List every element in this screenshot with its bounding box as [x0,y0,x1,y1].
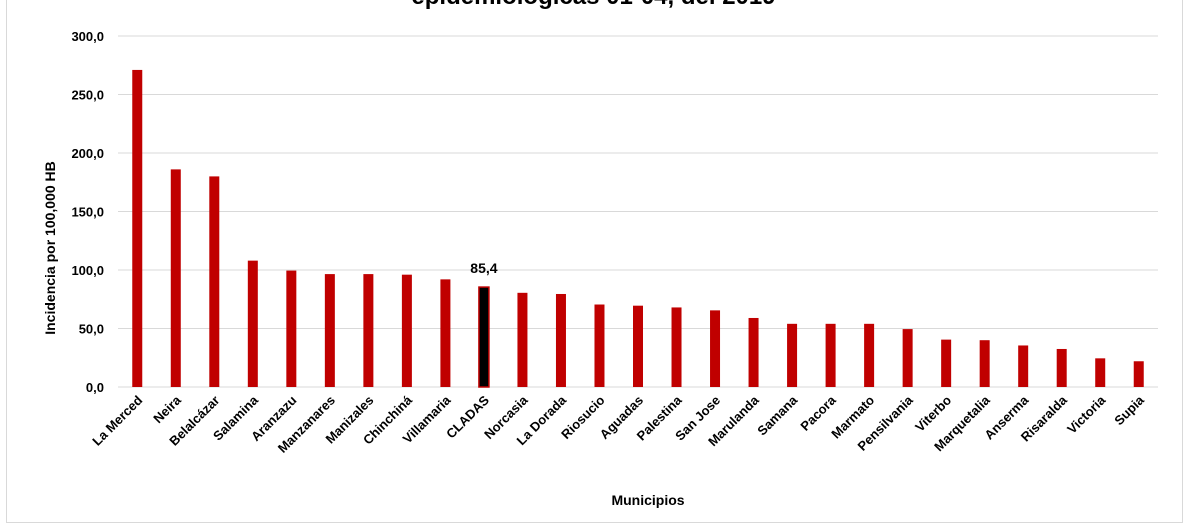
bar-victoria [1095,358,1106,387]
bar-riosucio [594,304,605,387]
bar-belalcázar [209,176,220,387]
x-tick-label: La Merced [89,392,145,448]
bar-palestina [671,307,682,387]
x-tick-label: Samana [754,392,800,438]
y-tick-labels: 0,0 50,0 100,0 150,0 200,0 250,0 300,0 [71,29,104,395]
x-tick-label: Victoria [1064,392,1109,437]
x-tick-labels: La Merced NeiraBelalcázarSalaminaAranzazu… [89,392,1147,456]
bar-risaralda [1056,348,1067,387]
y-tick-label: 250,0 [71,88,104,103]
data-labels: 85,4 [470,260,497,276]
bar-manizales [363,274,374,387]
bar-aguadas [633,305,643,387]
bar-salamina [247,260,258,387]
bar-manzanares [324,274,335,387]
bar-pacora [825,323,836,387]
y-tick-label: 150,0 [71,205,104,220]
chart-title: epidemiológicas 01-04, del 2019 [0,0,1187,11]
bar-aranzazu [286,270,297,387]
y-tick-label: 50,0 [79,322,104,337]
bar-neira [170,169,181,387]
x-axis-title: Municipios [611,492,684,508]
y-tick-label: 100,0 [71,263,104,278]
bar-marmato [864,323,875,387]
x-tick-label: Neira [150,392,184,426]
bars [132,69,1144,388]
bar-marulanda [748,317,759,387]
y-axis-title: Incidencia por 100,000 HB [42,161,58,335]
chart-frame [6,0,1183,523]
y-tick-label: 0,0 [86,380,104,395]
bar-la-dorada [555,293,566,387]
y-tick-label: 200,0 [71,146,104,161]
bar-cladas [478,286,490,388]
y-tick-label: 300,0 [71,29,104,44]
bar-supia [1133,361,1144,387]
bar-viterbo [941,339,952,387]
bar-norcasia [517,292,528,387]
data-label: 85,4 [470,260,497,276]
bar-marquetalia [979,340,990,387]
bar-villamaria [440,279,451,387]
bar-anserma [1018,345,1029,387]
bar-san-jose [710,310,721,387]
bar-pensilvania [902,329,913,387]
x-tick-label: Supia [1111,392,1147,428]
bar-samana [787,323,798,387]
bar-la-merced [132,69,143,388]
bar-chinchiná [401,274,412,387]
